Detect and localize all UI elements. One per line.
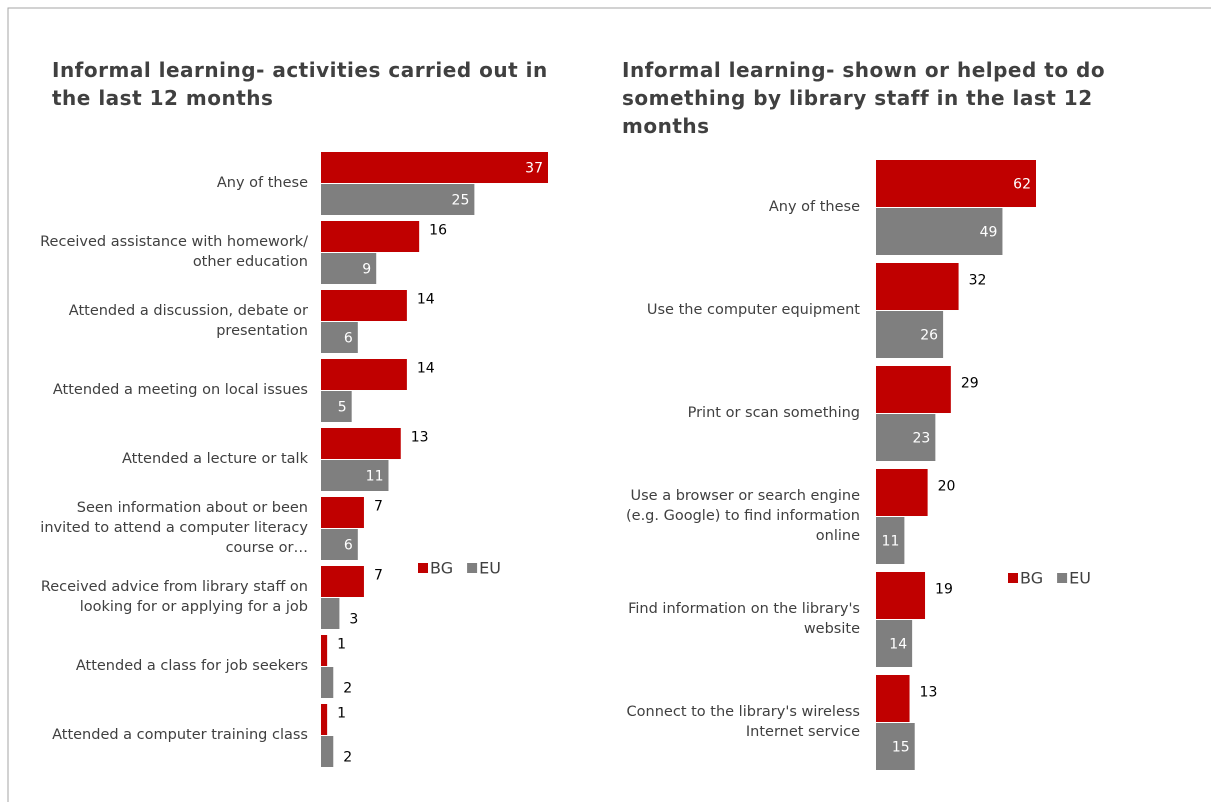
- value-label: 23: [913, 431, 931, 447]
- bar: [321, 253, 377, 284]
- category-label: Seen information about or been invited t…: [40, 500, 308, 556]
- legend-swatch: [1057, 573, 1068, 583]
- bar: [876, 208, 1003, 255]
- bar: [876, 469, 928, 516]
- value-label: 2: [343, 750, 352, 766]
- legend-label: EU: [479, 559, 501, 578]
- category-label: Attended a computer training class: [52, 727, 308, 743]
- category-label: Connect to the library's wireless Intern…: [626, 704, 860, 740]
- value-label: 5: [338, 400, 347, 416]
- bar: [321, 184, 475, 215]
- category-label: Received assistance with homework/ other…: [40, 234, 308, 270]
- value-label: 11: [366, 469, 384, 485]
- bar: [321, 704, 328, 735]
- value-label: 11: [882, 534, 900, 550]
- value-label: 14: [417, 292, 435, 308]
- value-label: 62: [1013, 177, 1031, 193]
- value-label: 15: [892, 740, 910, 756]
- category-label: Use a browser or search engine (e.g. Goo…: [626, 488, 860, 544]
- bar: [321, 497, 364, 528]
- bar: [321, 736, 334, 767]
- category-label: Print or scan something: [687, 405, 860, 421]
- value-label: 1: [337, 706, 346, 722]
- value-label: 16: [429, 223, 447, 239]
- bar: [876, 517, 905, 564]
- legend-label: EU: [1069, 569, 1091, 588]
- category-label: Attended a class for job seekers: [75, 658, 308, 674]
- value-label: 32: [969, 273, 987, 289]
- legend-label: BG: [430, 559, 453, 578]
- value-label: 19: [935, 582, 953, 598]
- value-label: 13: [920, 685, 938, 701]
- bar: [876, 160, 1036, 207]
- category-label: Any of these: [216, 175, 308, 191]
- legend-swatch: [1008, 573, 1018, 583]
- bar: [321, 566, 364, 597]
- category-label: Received advice from library staff on lo…: [40, 579, 308, 615]
- bar: [321, 290, 407, 321]
- value-label: 25: [452, 193, 470, 209]
- value-label: 7: [374, 568, 383, 584]
- value-label: 13: [411, 430, 429, 446]
- category-label: Use the computer equipment: [646, 302, 860, 318]
- bar: [876, 572, 926, 619]
- bar: [321, 221, 420, 252]
- bar: [321, 529, 358, 560]
- value-label: 9: [362, 262, 371, 278]
- value-label: 7: [374, 499, 383, 515]
- bar: [876, 723, 915, 770]
- category-label: Attended a discussion, debate or present…: [68, 303, 308, 339]
- value-label: 14: [417, 361, 435, 377]
- bar: [321, 460, 389, 491]
- category-label: Attended a lecture or talk: [122, 451, 308, 467]
- value-label: 3: [349, 612, 358, 628]
- value-label: 20: [938, 479, 956, 495]
- bar: [876, 620, 913, 667]
- bar: [321, 359, 407, 390]
- chart-title: Informal learning- activities carried ou…: [52, 58, 548, 110]
- value-label: 6: [344, 331, 353, 347]
- value-label: 1: [337, 637, 346, 653]
- legend-swatch: [418, 563, 428, 573]
- legend-label: BG: [1020, 569, 1043, 588]
- bar: [321, 667, 334, 698]
- value-label: 6: [344, 538, 353, 554]
- bar: [321, 152, 548, 183]
- bar: [321, 635, 328, 666]
- value-label: 49: [980, 225, 998, 241]
- bar: [876, 675, 910, 722]
- category-label: Find information on the library's websit…: [628, 601, 860, 637]
- bar: [876, 263, 959, 310]
- value-label: 26: [920, 328, 938, 344]
- value-label: 2: [343, 681, 352, 697]
- bar: [321, 598, 340, 629]
- value-label: 37: [525, 161, 543, 177]
- value-label: 29: [961, 376, 979, 392]
- bar: [321, 428, 401, 459]
- chart-title: Informal learning- shown or helped to do…: [622, 58, 1106, 138]
- value-label: 14: [889, 637, 907, 653]
- bar: [321, 391, 352, 422]
- bar: [321, 322, 358, 353]
- category-label: Attended a meeting on local issues: [52, 382, 308, 398]
- bar: [876, 366, 951, 413]
- frame: [7, 7, 1211, 802]
- legend-swatch: [467, 563, 478, 573]
- bar: [876, 414, 936, 461]
- category-label: Any of these: [768, 199, 860, 215]
- bar: [876, 311, 944, 358]
